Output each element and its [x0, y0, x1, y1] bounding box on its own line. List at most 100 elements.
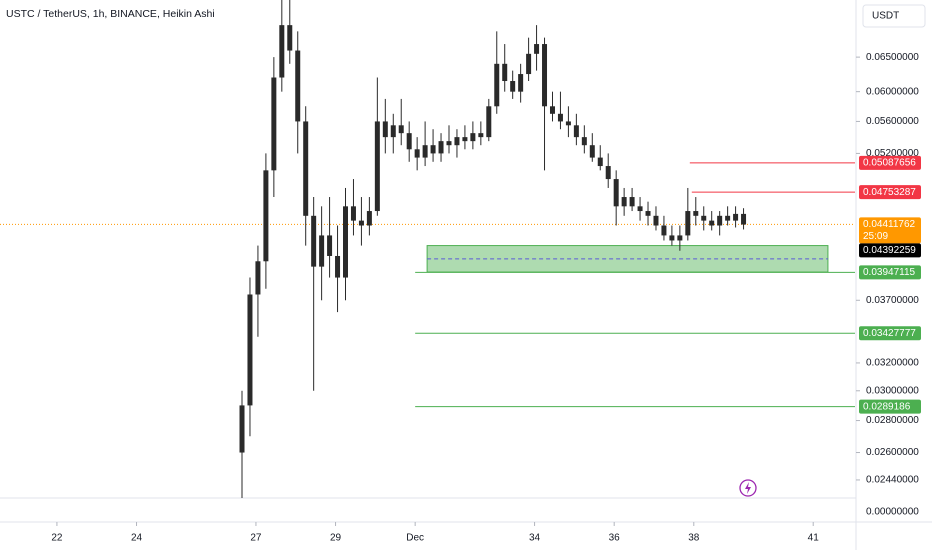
candle-body [526, 53, 532, 75]
x-tick-label: 22 [51, 533, 63, 544]
candle-body [549, 106, 555, 114]
candle-body [486, 106, 492, 138]
candle-body [565, 121, 571, 126]
candle-body [446, 141, 452, 146]
price-badge [859, 217, 921, 244]
candle-body [709, 220, 715, 226]
y-tick-label: 0.05200000 [866, 148, 919, 159]
candle-body [677, 235, 683, 241]
candle-body [653, 215, 659, 226]
candle-body [581, 137, 587, 146]
y-tick-label: 0.06000000 [866, 86, 919, 97]
price-badge-label: 0.05087656 [863, 157, 916, 168]
price-badge [859, 243, 921, 258]
candle-body [494, 63, 500, 107]
candle-body [669, 235, 675, 241]
candle-body [661, 225, 667, 236]
candle-body [629, 197, 635, 207]
candle-body [645, 211, 651, 216]
candle-body [382, 121, 388, 138]
y-tick-label: 0.06500000 [866, 52, 919, 63]
candle-body [390, 125, 396, 138]
candle-body [398, 125, 404, 134]
x-tick-label: 36 [609, 533, 621, 544]
candle-body [534, 44, 540, 54]
candle-body [478, 133, 484, 138]
candle-body [510, 81, 516, 92]
candle-body [287, 25, 293, 51]
candle-body [589, 145, 595, 158]
price-badge-label: 0.04411762 [863, 219, 916, 230]
candle-body [422, 145, 428, 158]
candle-body [319, 235, 325, 267]
candle-body [693, 211, 699, 216]
candle-body [438, 141, 444, 154]
candle-body [597, 157, 603, 167]
price-badge-label: 0.04392259 [863, 245, 916, 256]
candle-body [239, 405, 245, 453]
price-badge-label: 0.0289186 [863, 401, 911, 412]
y-tick-label: 0.03200000 [866, 358, 919, 369]
candle-body [470, 133, 476, 142]
x-tick-label: 34 [529, 533, 541, 544]
candle-body [279, 25, 285, 78]
candle-body [741, 213, 747, 225]
candle-body [414, 149, 420, 158]
candle-body [263, 170, 269, 262]
countdown: 25:09 [863, 231, 888, 242]
candle-body [295, 50, 301, 122]
x-tick-label: 29 [330, 533, 342, 544]
x-tick-label: 24 [131, 533, 143, 544]
price-badge [859, 265, 921, 280]
candle-body [613, 179, 619, 207]
candle-body [350, 206, 356, 221]
candle-body [542, 44, 548, 107]
candle-body [335, 255, 341, 278]
candle-body [733, 213, 739, 221]
candle-body [462, 137, 468, 142]
alert-icon[interactable] [739, 479, 757, 497]
candle-body [303, 121, 309, 216]
candle-body [518, 74, 524, 92]
candle-body [685, 211, 691, 236]
y-tick-label: 0.03000000 [866, 385, 919, 396]
price-badge-label: 0.04753287 [863, 187, 916, 198]
candle-body [621, 197, 627, 207]
x-tick-label: 41 [808, 533, 820, 544]
candle-body [247, 294, 253, 406]
candle-body [701, 215, 707, 221]
price-badge [859, 399, 921, 414]
candle-body [406, 133, 412, 150]
alert-bolt [745, 482, 751, 494]
candle-body [502, 63, 508, 82]
currency-label[interactable]: USDT [872, 11, 899, 22]
support-zone [426, 245, 829, 273]
chart-title: USTC / TetherUS, 1h, BINANCE, Heikin Ash… [6, 8, 215, 20]
candle-body [605, 166, 611, 180]
candle-body [271, 77, 277, 171]
scale-bottom-label: 0.00000000 [866, 507, 919, 518]
candle-body [573, 125, 579, 138]
y-tick-label: 0.02600000 [866, 447, 919, 458]
candle-body [374, 121, 380, 212]
y-tick-label: 0.02800000 [866, 415, 919, 426]
price-badge [859, 326, 921, 341]
price-badge-label: 0.03947115 [863, 267, 916, 278]
candle-body [255, 261, 261, 295]
x-tick-label: 27 [250, 533, 262, 544]
x-tick-label: Dec [406, 533, 424, 544]
y-tick-label: 0.03700000 [866, 295, 919, 306]
candle-body [454, 137, 460, 146]
candle-body [343, 206, 349, 278]
y-tick-label: 0.05600000 [866, 116, 919, 127]
candle-body [637, 206, 643, 212]
price-badge [859, 185, 921, 200]
candle-body [557, 113, 563, 122]
price-badge [859, 155, 921, 170]
candle-body [717, 215, 723, 226]
currency-button[interactable] [862, 4, 926, 28]
price-badge-label: 0.03427777 [863, 328, 916, 339]
y-tick-label: 0.02440000 [866, 475, 919, 486]
